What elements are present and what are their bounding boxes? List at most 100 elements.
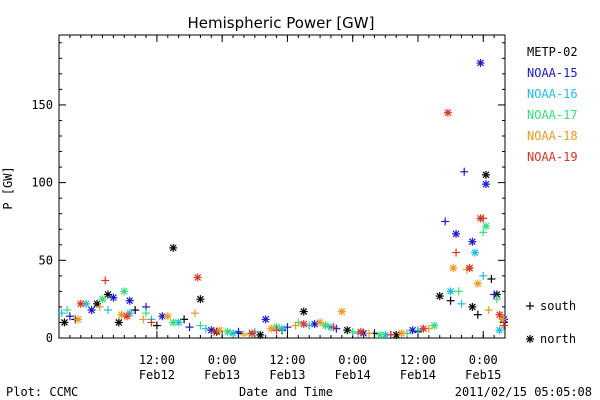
x-tick-label-date: Feb14 <box>400 368 436 382</box>
star-d2 <box>444 109 452 117</box>
star-d2 <box>482 222 490 230</box>
data-point-south <box>201 324 210 333</box>
series-noaa-18 <box>74 264 507 339</box>
data-point-north <box>223 327 232 336</box>
star-d2 <box>430 322 438 329</box>
star-d2 <box>482 180 490 188</box>
star-d2 <box>175 319 183 326</box>
star-d2 <box>256 331 264 339</box>
x-tick-label-time: 0:00 <box>208 353 237 367</box>
data-point-north <box>122 312 131 321</box>
data-point-north <box>248 329 257 338</box>
series-noaa-17 <box>63 222 501 339</box>
star-d2 <box>376 331 384 339</box>
data-point-north <box>76 299 85 308</box>
data-point-north <box>337 307 346 316</box>
data-point-north <box>158 312 167 321</box>
data-point-south <box>272 326 281 335</box>
data-point-south <box>441 217 450 226</box>
legend-entry: NOAA-15 <box>527 66 578 80</box>
x-tick-label-date: Feb14 <box>335 368 371 382</box>
x-tick-label-time: 12:00 <box>139 353 175 367</box>
star-d2 <box>88 306 96 314</box>
star-d2 <box>496 311 503 319</box>
x-tick-label-time: 0:00 <box>469 353 498 367</box>
star-d2 <box>449 264 457 272</box>
marker-legend: south north <box>526 299 576 346</box>
data-point-south <box>305 321 314 330</box>
data-point-north <box>98 295 107 304</box>
data-point-south <box>196 321 205 330</box>
star-d2 <box>99 295 106 303</box>
star-d2 <box>224 328 232 336</box>
data-point-north <box>196 295 205 304</box>
data-point-south <box>484 306 493 315</box>
star-d2 <box>447 287 455 295</box>
data-point-south <box>95 302 104 311</box>
data-point-north <box>495 326 504 335</box>
data-point-north <box>435 292 444 301</box>
data-point-south <box>57 309 66 318</box>
star-d2 <box>194 273 202 281</box>
star-d2 <box>419 325 427 333</box>
star-d2 <box>158 312 166 320</box>
data-point-south <box>446 296 455 305</box>
star-d2 <box>452 230 460 238</box>
star-d2 <box>126 297 134 305</box>
y-tick-label: 100 <box>31 176 53 190</box>
data-point-north <box>452 229 461 238</box>
data-point-south <box>65 312 74 321</box>
star-d2 <box>409 326 416 334</box>
data-point-north <box>465 264 474 273</box>
series-legend: METP-02 NOAA-15 NOAA-16 NOAA-17 NOAA-18 NOAA-… <box>527 45 578 164</box>
data-point-north <box>109 293 118 302</box>
x-axis-ticks: 12:00Feb120:00Feb1312:00Feb130:00Feb1412… <box>58 35 506 382</box>
data-point-north <box>468 302 477 311</box>
star-d2 <box>120 287 128 295</box>
data-point-south <box>329 323 338 332</box>
data-point-north <box>193 273 202 282</box>
data-point-south <box>147 318 156 327</box>
data-point-south <box>479 228 488 237</box>
legend-entry: NOAA-16 <box>527 87 578 101</box>
data-point-north <box>449 264 458 273</box>
data-point-south <box>234 327 243 336</box>
data-point-south <box>142 309 151 318</box>
data-point-south <box>386 330 395 339</box>
series-noaa-15 <box>65 58 508 339</box>
data-point-north <box>299 307 308 316</box>
data-point-south <box>239 330 248 339</box>
data-point-north <box>481 180 490 189</box>
data-point-north <box>114 318 123 327</box>
star-d2 <box>93 300 101 308</box>
star-d2 <box>169 244 177 252</box>
star-d2 <box>164 312 172 320</box>
star-d2 <box>316 319 324 326</box>
data-point-north <box>468 237 477 246</box>
data-point-south <box>291 321 300 330</box>
star-d2 <box>471 249 479 256</box>
data-point-north <box>343 326 352 335</box>
star-d2 <box>343 326 351 334</box>
x-tick-label-date: Feb13 <box>269 368 305 382</box>
data-point-south <box>454 287 463 296</box>
star-d2 <box>468 238 476 246</box>
data-point-south <box>487 274 496 283</box>
legend-marker-label: north <box>540 332 576 346</box>
star-d2 <box>169 319 177 326</box>
data-point-north <box>471 248 480 257</box>
star-d2 <box>436 292 444 300</box>
legend-entry: NOAA-17 <box>527 108 578 122</box>
data-point-north <box>74 315 83 324</box>
star-d2 <box>398 329 406 337</box>
y-tick-label: 50 <box>39 253 53 267</box>
footer-plot-credit: Plot: CCMC <box>6 385 78 399</box>
star-d2 <box>338 308 346 316</box>
star-d2 <box>526 335 534 343</box>
data-point-north <box>229 329 238 338</box>
data-point-north <box>117 310 126 319</box>
data-point-south <box>460 167 469 176</box>
data-point-north <box>419 324 428 333</box>
data-point-north <box>495 310 504 319</box>
